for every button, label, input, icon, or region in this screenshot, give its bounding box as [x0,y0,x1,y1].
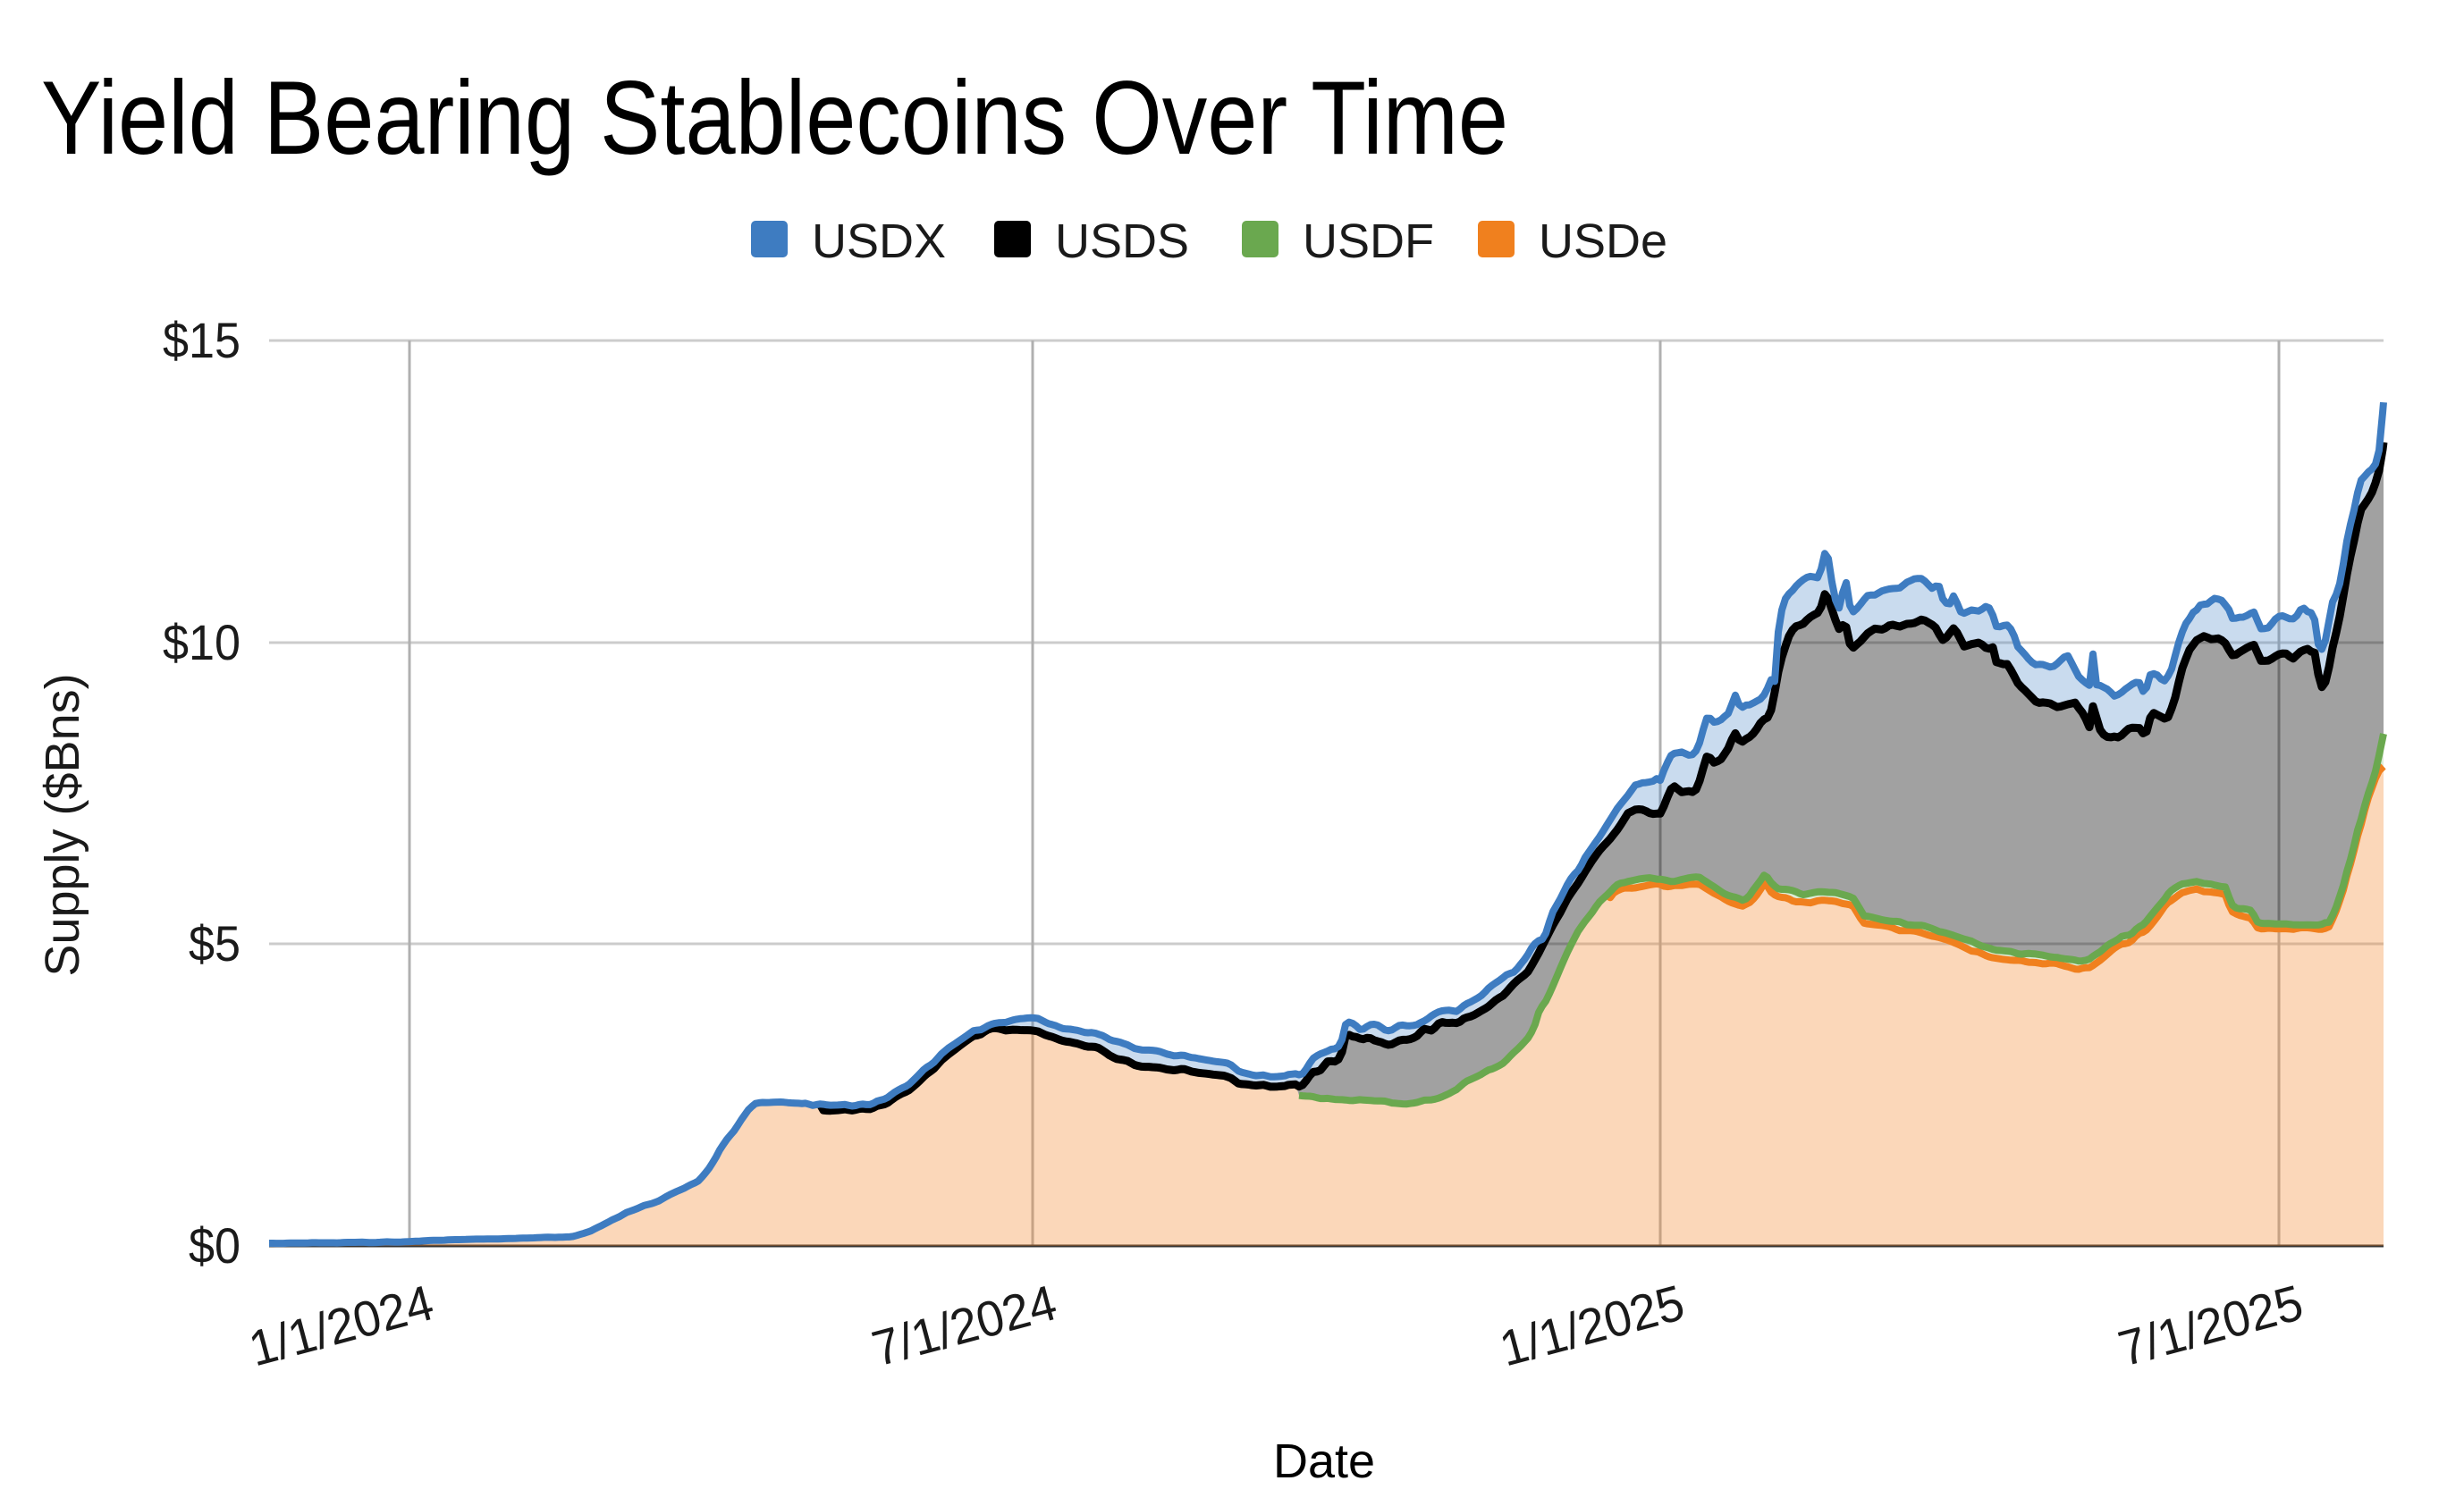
svg-text:USDS: USDS [1055,215,1189,268]
svg-text:USDF: USDF [1303,215,1434,268]
svg-text:Yield Bearing Stablecoins Over: Yield Bearing Stablecoins Over Time [41,59,1508,176]
svg-text:$5: $5 [189,915,240,972]
svg-text:USDe: USDe [1539,215,1667,268]
svg-text:$15: $15 [163,312,240,368]
svg-text:USDX: USDX [812,215,946,268]
svg-text:$0: $0 [189,1217,240,1274]
svg-text:Supply ($Bns): Supply ($Bns) [36,673,89,976]
svg-text:Date: Date [1273,1434,1375,1488]
svg-text:$10: $10 [163,614,240,670]
